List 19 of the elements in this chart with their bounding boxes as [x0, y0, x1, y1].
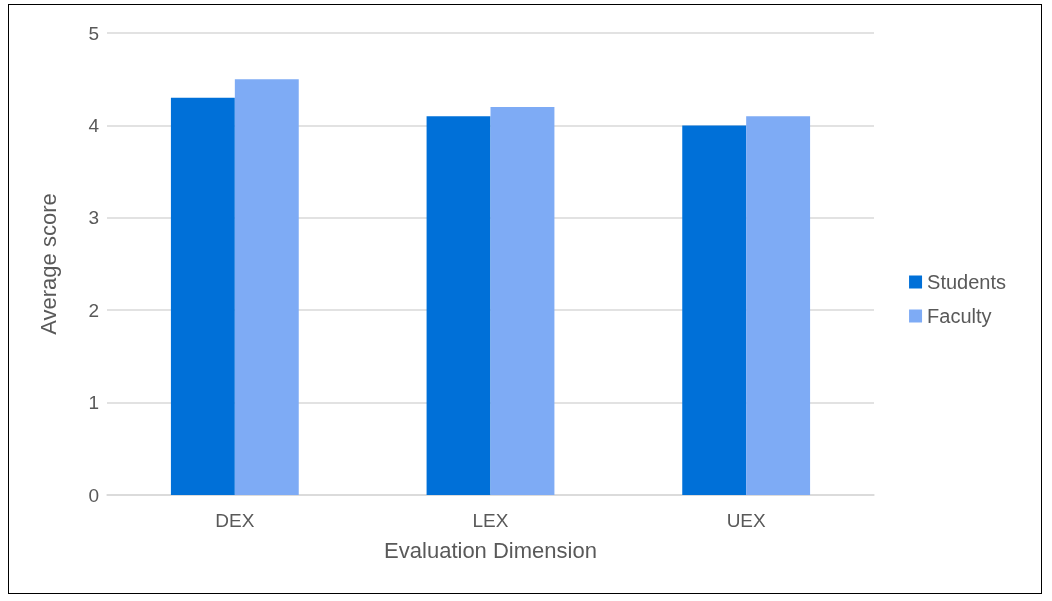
y-axis-title: Average score	[35, 193, 61, 335]
x-tick-label: DEX	[215, 510, 255, 531]
bar	[746, 116, 811, 495]
x-axis-title: Evaluation Dimension	[384, 537, 597, 563]
y-tick-label: 0	[88, 484, 99, 506]
bar	[170, 97, 235, 495]
y-tick-label: 4	[88, 114, 100, 136]
y-tick-label: 3	[88, 207, 99, 229]
x-tick-label: UEX	[726, 510, 767, 531]
x-tick-label: LEX	[472, 510, 509, 531]
bar	[234, 79, 299, 495]
bar	[490, 106, 555, 495]
legend-label: Faculty	[927, 305, 992, 327]
legend-label: Students	[927, 271, 1007, 293]
y-tick-label: 1	[88, 392, 99, 414]
y-tick-label: 5	[88, 22, 99, 44]
bar	[426, 116, 491, 495]
bar	[682, 125, 747, 495]
y-tick-label: 2	[88, 299, 99, 321]
